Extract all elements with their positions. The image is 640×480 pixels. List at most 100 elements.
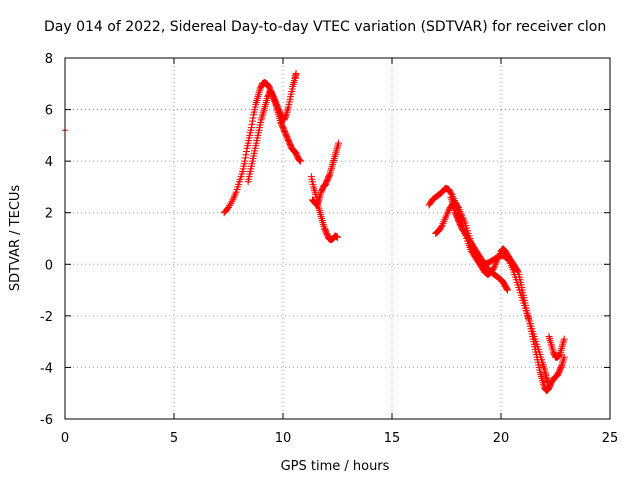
data-point: [280, 126, 288, 134]
chart-title: Day 014 of 2022, Sidereal Day-to-day VTE…: [44, 19, 606, 35]
data-point: [288, 85, 296, 93]
tick-labels: 0 5 10 15 20 25 -6 -4 -2 0 2 4 6 8: [40, 52, 618, 446]
data-point: [320, 222, 328, 230]
y-tick-label: 8: [45, 52, 53, 67]
data-point: [542, 372, 550, 380]
data-point: [538, 356, 546, 364]
data-point: [256, 87, 264, 95]
data-point: [290, 77, 298, 85]
data-point: [478, 258, 486, 266]
data-point: [250, 149, 258, 157]
data-point: [531, 335, 539, 343]
data-point: [278, 121, 286, 129]
data-point: [322, 227, 330, 235]
data-point: [293, 152, 301, 160]
data-point: [467, 237, 475, 245]
data-point: [521, 304, 529, 312]
data-point: [557, 362, 565, 370]
data-point: [508, 264, 516, 272]
data-point: [249, 114, 257, 122]
data-point: [332, 149, 340, 157]
data-point: [284, 105, 292, 113]
data-point: [246, 170, 254, 178]
y-tick-label: 2: [45, 207, 53, 222]
data-point: [432, 229, 440, 237]
data-point: [441, 216, 449, 224]
data-point: [557, 345, 565, 353]
y-tick-label: -2: [40, 310, 53, 325]
y-tick-label: 0: [45, 258, 53, 273]
data-point: [436, 190, 444, 198]
data-point: [330, 156, 338, 164]
data-point: [323, 178, 331, 186]
data-point: [253, 95, 261, 103]
data-point: [286, 95, 294, 103]
data-point: [270, 94, 278, 102]
data-point: [284, 137, 292, 145]
data-point: [245, 137, 253, 145]
data-point: [554, 352, 562, 360]
x-tick-label: 15: [384, 431, 401, 446]
data-point: [318, 186, 326, 194]
data-point: [504, 255, 512, 263]
data-point: [446, 188, 454, 196]
data-point: [444, 208, 452, 216]
data-point: [292, 71, 300, 79]
data-point: [528, 325, 536, 333]
data-point: [257, 118, 265, 126]
data-point: [259, 110, 267, 118]
y-tick-label: -6: [40, 413, 53, 428]
data-point: [272, 101, 280, 109]
x-tick-label: 5: [170, 431, 178, 446]
data-point: [470, 247, 478, 255]
data-point: [238, 170, 246, 178]
data-point: [328, 164, 336, 172]
data-point: [314, 197, 322, 205]
data-point: [518, 294, 526, 302]
data-point: [560, 355, 568, 363]
data-point: [511, 273, 519, 281]
data-point: [325, 171, 333, 179]
data-point: [282, 112, 290, 120]
data-point: [242, 151, 250, 159]
data-point: [449, 200, 457, 208]
data-point: [437, 224, 445, 232]
data-point: [534, 345, 542, 353]
x-tick-label: 20: [493, 431, 510, 446]
data-point: [454, 216, 462, 224]
data-point: [538, 374, 546, 382]
data-point: [463, 227, 471, 235]
plot-frame: [64, 57, 611, 420]
data-point: [276, 117, 284, 125]
data-point: [514, 267, 522, 275]
data-point: [454, 202, 462, 210]
data-point: [282, 131, 290, 139]
data-point: [247, 126, 255, 134]
data-point: [502, 284, 510, 292]
data-point: [263, 95, 271, 103]
data-point: [314, 198, 322, 206]
y-tick-label: 6: [45, 104, 53, 119]
data-point: [318, 215, 326, 223]
x-axis-label: GPS time / hours: [281, 459, 390, 474]
data-point: [500, 280, 508, 288]
data-point: [296, 156, 304, 164]
data-point: [460, 217, 468, 225]
data-point: [240, 160, 248, 168]
data-point: [555, 352, 563, 360]
data-point: [274, 109, 282, 117]
data-point: [295, 155, 303, 163]
x-tick-label: 25: [602, 431, 619, 446]
data-point: [453, 201, 461, 209]
data-point: [551, 373, 559, 381]
data-point: [547, 338, 555, 346]
data-point: [555, 369, 563, 377]
data-point: [317, 190, 325, 198]
data-point: [309, 180, 317, 188]
data-point: [228, 198, 236, 206]
data-point: [295, 156, 303, 164]
data-point: [252, 139, 260, 147]
data-point: [525, 314, 533, 322]
data-point: [515, 283, 523, 291]
